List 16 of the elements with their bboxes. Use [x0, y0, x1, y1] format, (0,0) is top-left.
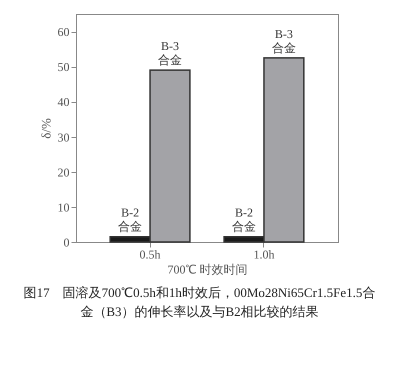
y-tick-label: 50: [58, 60, 70, 74]
y-tick-label: 20: [58, 165, 70, 180]
series-label: B-3 合金: [158, 39, 182, 68]
y-tick-label: 60: [58, 25, 70, 40]
y-axis-title: δ/%: [38, 118, 54, 139]
x-tick-label: 1.0h: [253, 248, 274, 262]
y-tick-label: 0: [64, 236, 70, 250]
y-tick-label: 40: [58, 95, 70, 110]
y-tick-label: 30: [58, 130, 70, 144]
x-axis-title: 700℃ 时效时间: [168, 262, 248, 276]
x-tick-label: 0.5h: [140, 248, 161, 262]
series-label: B-2 合金: [118, 206, 142, 234]
text: B-2 合金: [232, 206, 256, 234]
caption: 图17 固溶及700℃0.5h和1h时效后，00Mo28Ni65Cr1.5Fe1.5合金（B3）的伸长率以及与B2相比较的结果: [22, 284, 376, 321]
text: B-3 合金: [272, 26, 296, 55]
y-tick-label: 10: [58, 200, 70, 214]
